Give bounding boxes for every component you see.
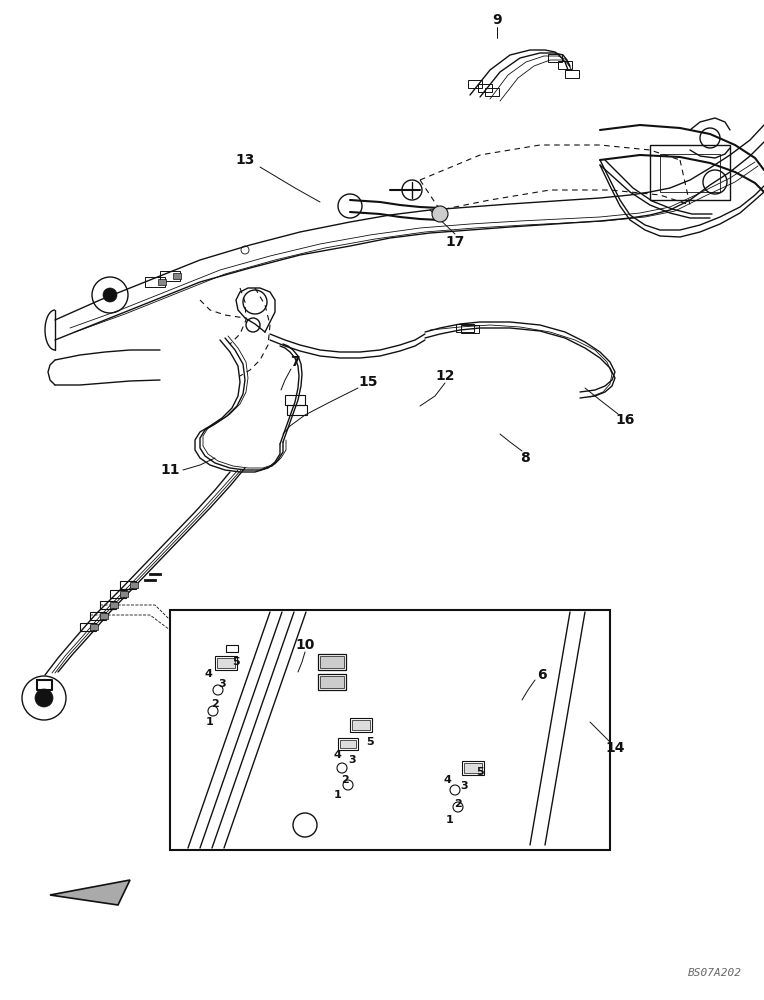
Bar: [320, 656, 344, 668]
Text: 3: 3: [348, 755, 356, 765]
Bar: [468, 80, 482, 88]
Text: 5: 5: [232, 657, 240, 667]
Bar: [478, 84, 492, 92]
Bar: [287, 405, 307, 415]
Bar: [461, 325, 479, 333]
Text: 15: 15: [358, 375, 377, 389]
Text: 7: 7: [290, 355, 299, 369]
Bar: [226, 645, 238, 652]
Bar: [120, 591, 128, 597]
Bar: [217, 658, 235, 668]
Bar: [548, 54, 562, 62]
Bar: [80, 623, 96, 631]
Text: 5: 5: [476, 767, 484, 777]
Bar: [318, 674, 346, 690]
Text: 1: 1: [446, 815, 454, 825]
Text: 4: 4: [333, 750, 341, 760]
Bar: [110, 590, 126, 598]
Bar: [464, 763, 482, 773]
Circle shape: [35, 689, 53, 707]
Text: 9: 9: [492, 13, 502, 27]
Text: BS07A202: BS07A202: [688, 968, 742, 978]
Bar: [350, 718, 372, 732]
Circle shape: [432, 206, 448, 222]
Bar: [338, 738, 358, 750]
Bar: [100, 613, 108, 619]
Bar: [90, 624, 98, 630]
Text: 4: 4: [204, 669, 212, 679]
Bar: [100, 601, 116, 609]
Bar: [170, 610, 610, 850]
Text: 17: 17: [445, 235, 465, 249]
Bar: [660, 154, 720, 192]
Bar: [318, 654, 346, 670]
Polygon shape: [50, 880, 130, 905]
Bar: [650, 145, 730, 200]
Text: 2: 2: [211, 699, 219, 709]
Bar: [352, 720, 370, 730]
Bar: [558, 61, 572, 69]
Bar: [340, 740, 356, 748]
Bar: [485, 88, 499, 96]
Text: 8: 8: [520, 451, 530, 465]
Bar: [456, 324, 474, 332]
Bar: [110, 602, 118, 608]
Text: 10: 10: [296, 638, 315, 652]
Bar: [130, 582, 138, 588]
Text: 3: 3: [460, 781, 468, 791]
Text: 1: 1: [334, 790, 342, 800]
Bar: [285, 395, 305, 405]
Bar: [565, 70, 579, 78]
Text: 13: 13: [235, 153, 254, 167]
Bar: [215, 656, 237, 670]
Text: 12: 12: [435, 369, 455, 383]
Text: 14: 14: [605, 741, 625, 755]
Text: 1: 1: [206, 717, 214, 727]
Text: 4: 4: [443, 775, 451, 785]
Text: 5: 5: [366, 737, 374, 747]
Bar: [320, 676, 344, 688]
Bar: [90, 612, 106, 620]
Bar: [120, 581, 136, 589]
Bar: [158, 279, 166, 285]
Text: 2: 2: [341, 775, 349, 785]
Bar: [145, 277, 165, 287]
Text: 3: 3: [219, 679, 226, 689]
Bar: [462, 761, 484, 775]
Text: 2: 2: [454, 799, 462, 809]
Bar: [173, 273, 181, 279]
Text: 6: 6: [537, 668, 547, 682]
Text: 16: 16: [615, 413, 635, 427]
Text: 11: 11: [160, 463, 180, 477]
Circle shape: [103, 288, 117, 302]
Bar: [160, 271, 180, 281]
